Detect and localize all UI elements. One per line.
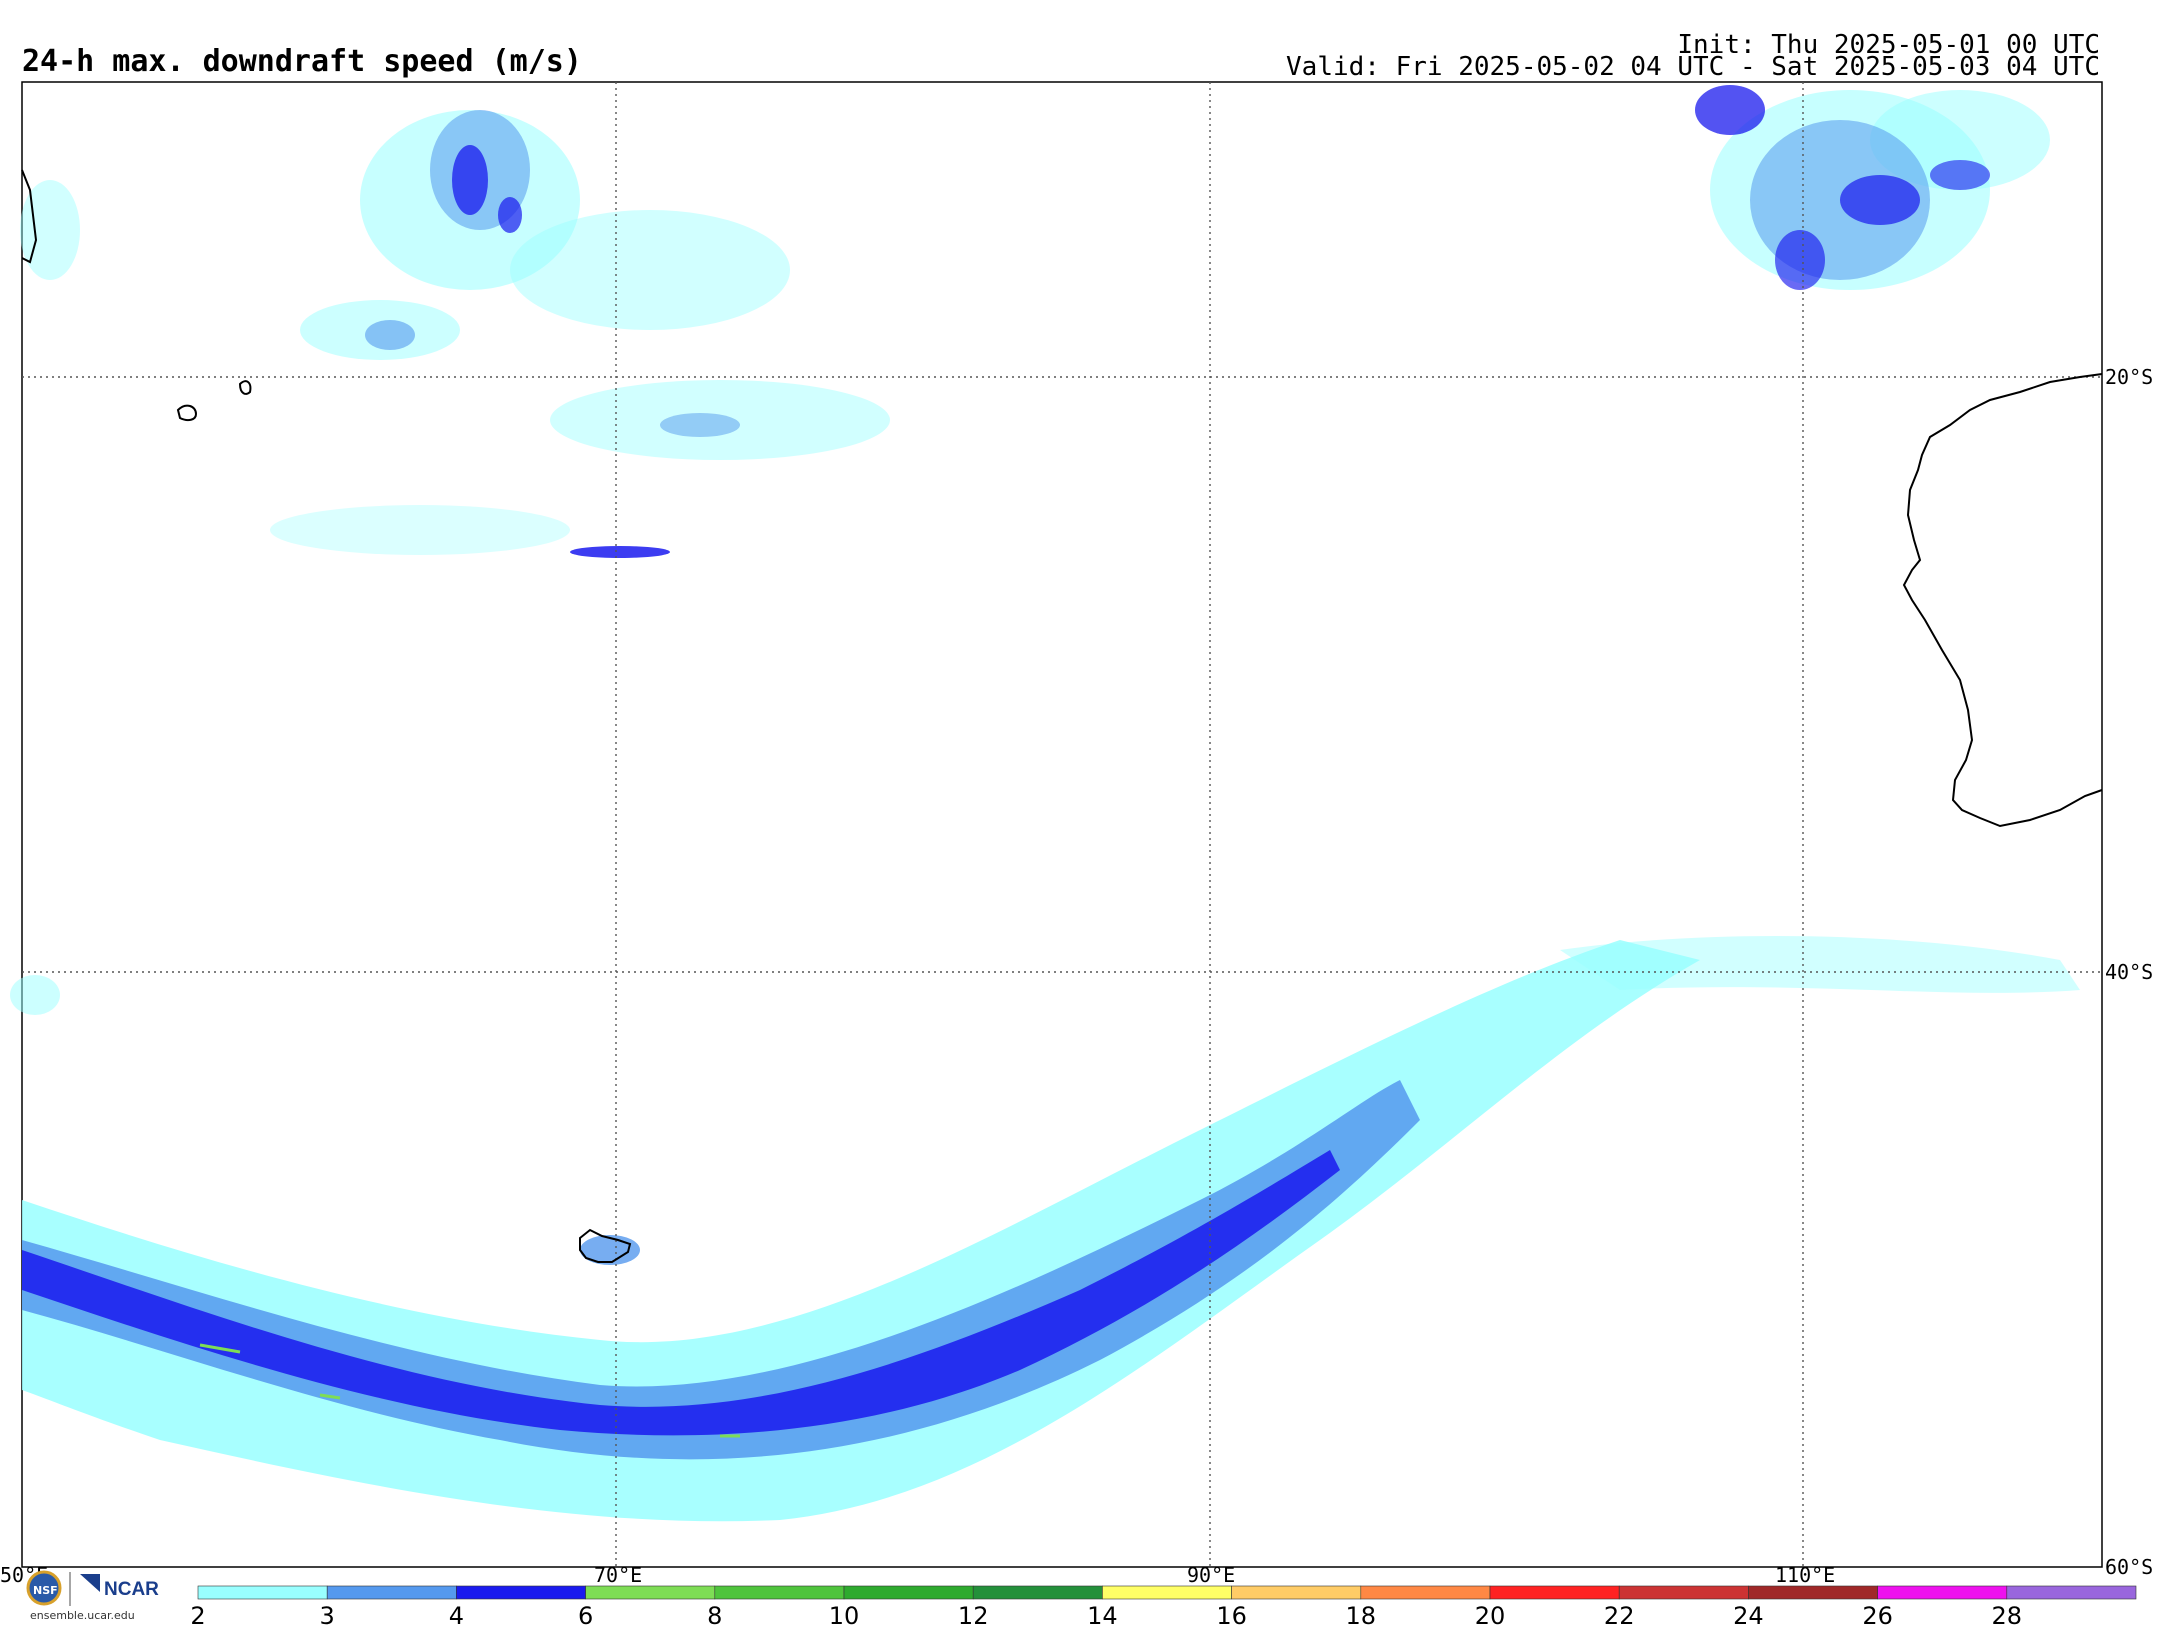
coastlines bbox=[21, 169, 2103, 1263]
colorbar-segment bbox=[714, 1585, 845, 1600]
init-time: Init: Thu 2025-05-01 00 UTC bbox=[1677, 30, 2100, 60]
reunion-island bbox=[176, 404, 198, 422]
colorbar-segment bbox=[1231, 1585, 1362, 1600]
kerguelen-islands bbox=[579, 1228, 632, 1263]
colorbar-segment bbox=[585, 1585, 716, 1600]
colorbar-segment bbox=[197, 1585, 328, 1600]
colorbar-segment bbox=[456, 1585, 586, 1600]
colorbar-tick-label: 20 bbox=[1475, 1602, 1506, 1626]
colorbar-segment bbox=[972, 1585, 1103, 1600]
colorbar-tick-label: 10 bbox=[829, 1602, 860, 1626]
colorbar-tick-label: 26 bbox=[1862, 1602, 1893, 1626]
lat-label-60s: 60°S bbox=[2105, 1555, 2153, 1579]
footer-url: ensemble.ucar.edu bbox=[30, 1609, 135, 1622]
nsf-logo: NSF bbox=[26, 1570, 62, 1606]
colorbar-tick-label: 24 bbox=[1733, 1602, 1764, 1626]
svg-text:NSF: NSF bbox=[33, 1584, 58, 1597]
downdraft-field-north bbox=[10, 110, 890, 1015]
colorbar-segment bbox=[1618, 1585, 1749, 1600]
mauritius-island bbox=[238, 380, 252, 395]
colorbar-segment bbox=[1748, 1585, 1878, 1600]
colorbar-tick-label: 12 bbox=[958, 1602, 989, 1626]
lon-label-110e: 110°E bbox=[1775, 1563, 1835, 1587]
valid-time: Valid: Fri 2025-05-02 04 UTC - Sat 2025-… bbox=[1286, 52, 2100, 82]
colorbar: 2 3 4 6 8 10 12 14 16 18 20 22 24 26 28 bbox=[190, 1585, 2137, 1626]
colorbar-tick-label: 2 bbox=[190, 1602, 205, 1626]
madagascar-coast bbox=[21, 169, 38, 264]
lat-label-40s: 40°S bbox=[2105, 960, 2153, 984]
colorbar-segment bbox=[1102, 1585, 1232, 1600]
colorbar-tick-label: 16 bbox=[1216, 1602, 1247, 1626]
ncar-logo-text: NCAR bbox=[104, 1579, 159, 1600]
downdraft-field-south-band bbox=[22, 936, 2080, 1522]
downdraft-field-northeast bbox=[1695, 85, 2050, 290]
colorbar-tick-label: 8 bbox=[707, 1602, 722, 1626]
colorbar-segment bbox=[1489, 1585, 1620, 1600]
colorbar-tick-label: 14 bbox=[1087, 1602, 1118, 1626]
colorbar-segment bbox=[1877, 1585, 2008, 1600]
colorbar-segment bbox=[843, 1585, 974, 1600]
colorbar-segment bbox=[1360, 1585, 1491, 1600]
colorbar-tick-label: 3 bbox=[320, 1602, 335, 1626]
lon-label-90e: 90°E bbox=[1187, 1563, 1235, 1587]
map-title: 24-h max. downdraft speed (m/s) bbox=[22, 44, 582, 79]
colorbar-segment bbox=[326, 1585, 457, 1600]
colorbar-tick-label: 4 bbox=[449, 1602, 464, 1626]
colorbar-tick-label: 6 bbox=[578, 1602, 593, 1626]
colorbar-tick-label: 22 bbox=[1604, 1602, 1635, 1626]
australia-coast bbox=[1902, 373, 2103, 828]
lon-label-70e: 70°E bbox=[594, 1563, 642, 1587]
ncar-logo-mark bbox=[69, 1572, 100, 1606]
lat-label-20s: 20°S bbox=[2105, 365, 2153, 389]
graticule bbox=[22, 82, 2102, 1567]
colorbar-segment bbox=[2006, 1585, 2137, 1600]
colorbar-tick-label: 28 bbox=[1992, 1602, 2023, 1626]
colorbar-tick-label: 18 bbox=[1346, 1602, 1377, 1626]
